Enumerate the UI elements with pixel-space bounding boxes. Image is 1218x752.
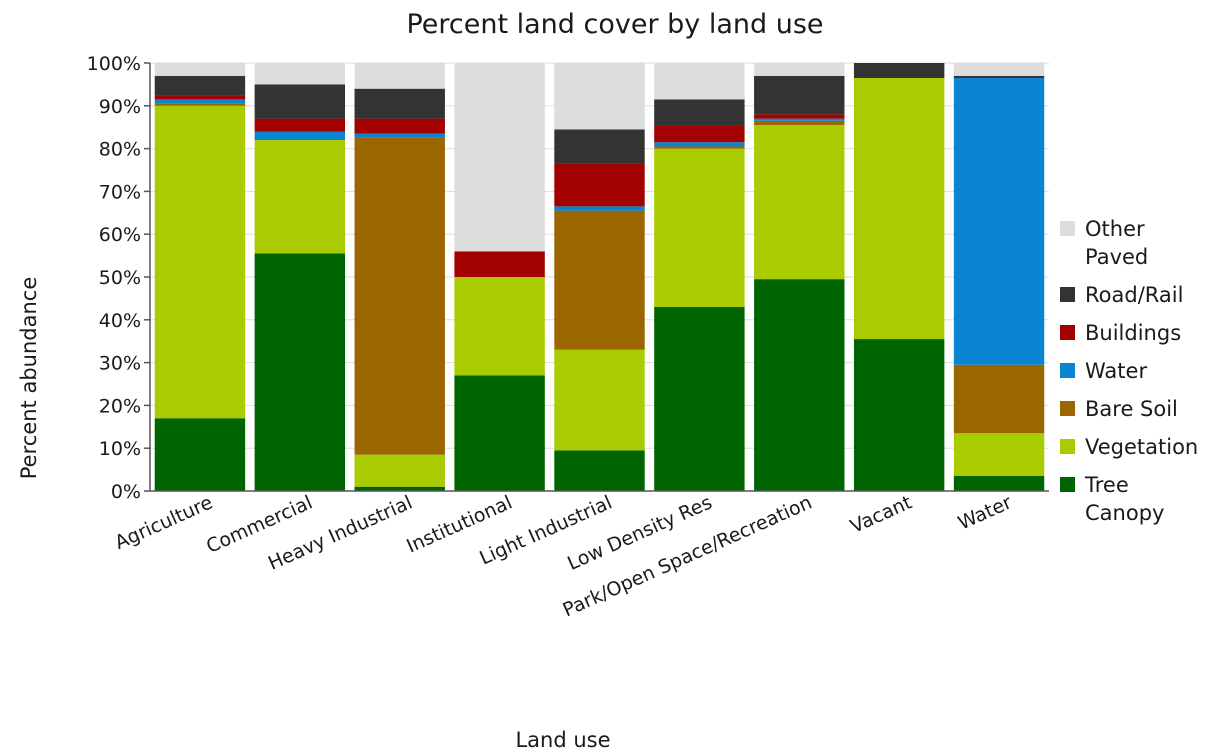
y-tick-label: 50% [99, 267, 141, 289]
y-tick-label: 60% [99, 224, 141, 246]
bar-segment [953, 75, 1045, 78]
bar-segment [354, 63, 445, 89]
bar-segment [154, 75, 246, 96]
bar-segment [554, 129, 645, 164]
bar-segment [354, 118, 445, 134]
y-tick-label: 90% [99, 96, 141, 118]
bar-segment [754, 125, 845, 280]
bars [154, 63, 1045, 491]
bar-segment [554, 210, 645, 350]
legend-swatch [1060, 439, 1075, 454]
bar-segment [154, 105, 246, 419]
bar-segment [554, 163, 645, 207]
bar-segment [154, 63, 246, 76]
y-tick-label: 30% [99, 353, 141, 375]
bar-segment [454, 251, 545, 277]
bar-segment [354, 137, 445, 455]
bar-segment [754, 120, 845, 126]
legend-label: Tree Canopy [1084, 473, 1164, 525]
bar-segment [454, 375, 545, 491]
bar-segment [953, 433, 1045, 477]
y-tick-label: 40% [99, 310, 141, 332]
bar-segment [654, 306, 745, 491]
bar-segment [654, 146, 745, 149]
y-tick-label: 20% [99, 395, 141, 417]
bar-segment [154, 99, 246, 104]
bar-segment [554, 206, 645, 211]
x-tick-label: Vacant [847, 491, 915, 537]
bar-segment [754, 118, 845, 121]
bar-segment [354, 486, 445, 491]
bar-segment [654, 148, 745, 307]
bar-segment [154, 103, 246, 106]
bar-segment [754, 63, 845, 76]
bar-segment [154, 418, 246, 491]
bar-segment [254, 253, 346, 491]
bar-segment [254, 140, 346, 254]
bar-segment [154, 95, 246, 100]
legend-label: Bare Soil [1085, 397, 1178, 421]
bar-segment [853, 63, 945, 78]
y-tick-label: 0% [111, 481, 141, 503]
y-tick-label: 70% [99, 181, 141, 203]
bar-segment [754, 114, 845, 119]
legend-swatch [1060, 363, 1075, 378]
bar-segment [953, 77, 1045, 365]
legend-swatch [1060, 325, 1075, 340]
bar-segment [354, 88, 445, 119]
bar-segment [254, 131, 346, 141]
bar-segment [953, 476, 1045, 491]
bar-segment [754, 279, 845, 491]
bar-segment [454, 63, 545, 252]
legend-swatch [1060, 477, 1075, 492]
y-tick-label: 80% [99, 139, 141, 161]
bar-segment [953, 63, 1045, 76]
legend-label: Vegetation [1085, 435, 1198, 459]
bar-segment [354, 133, 445, 138]
legend-swatch [1060, 221, 1075, 236]
bar-segment [654, 63, 745, 100]
legend: Other Paved Road/Rail Buildings Water Bare So… [1060, 217, 1198, 525]
bar-segment [853, 339, 945, 491]
chart-title: Percent land cover by land use [406, 9, 823, 40]
bar-segment [254, 63, 346, 85]
bar-segment [354, 454, 445, 487]
bar-segment [654, 142, 745, 147]
legend-label: Road/Rail [1085, 283, 1183, 307]
bar-segment [554, 349, 645, 451]
legend-label: Water [1085, 359, 1147, 383]
y-axis-title: Percent abundance [17, 277, 41, 479]
bar-segment [953, 364, 1045, 434]
bar-segment [654, 125, 745, 143]
y-axis: 0% 10% 20% 30% 40% 50% 60% 70% 80% 90% 100% [87, 53, 151, 503]
legend-swatch [1060, 287, 1075, 302]
bar-segment [853, 77, 945, 340]
x-tick-label: Water [955, 491, 1015, 534]
y-tick-label: 100% [87, 53, 141, 75]
x-axis-title: Land use [515, 728, 610, 752]
legend-label: Other Paved [1085, 217, 1148, 269]
bar-segment [254, 84, 346, 119]
bar-segment [554, 63, 645, 130]
bar-segment [254, 118, 346, 132]
bar-segment [554, 450, 645, 491]
legend-swatch [1060, 401, 1075, 416]
legend-label: Buildings [1085, 321, 1181, 345]
bar-segment [754, 75, 845, 115]
bar-segment [654, 99, 745, 126]
bar-segment [454, 277, 545, 376]
y-tick-label: 10% [99, 438, 141, 460]
